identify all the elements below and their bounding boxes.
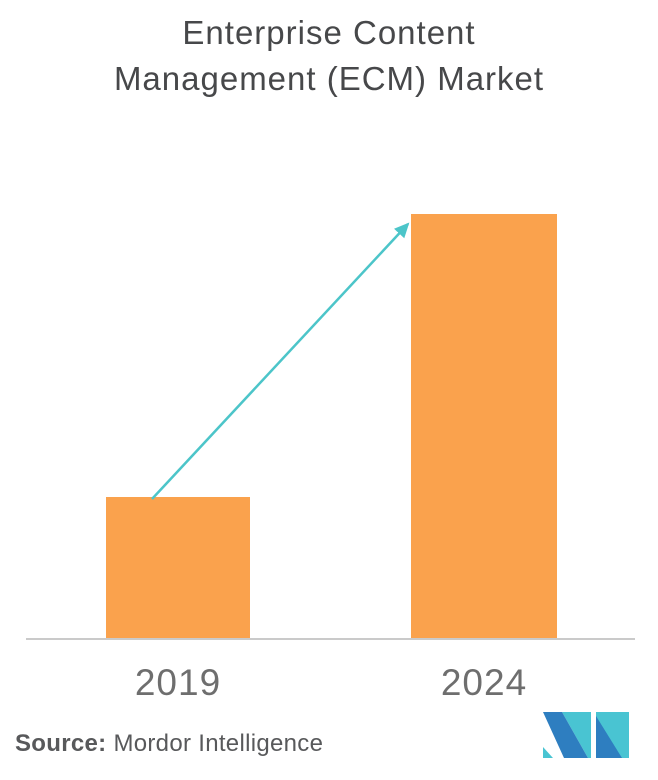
source-line: Source: Mordor Intelligence (15, 730, 323, 758)
logo-blue-stroke (543, 712, 588, 758)
source-value: Mordor Intelligence (113, 730, 324, 757)
bar-2024 (411, 214, 557, 639)
x-axis-label-2019: 2019 (134, 662, 222, 703)
arrow-line (151, 222, 410, 500)
mordor-intelligence-logo (543, 712, 629, 758)
logo-teal-wedge (562, 712, 591, 758)
logo-teal-corner (543, 747, 553, 758)
x-axis-label-2024: 2024 (440, 662, 528, 703)
source-label: Source: (15, 730, 107, 757)
x-axis-line (26, 638, 635, 640)
logo-blue-triangle (596, 716, 622, 758)
bar-2019 (106, 497, 250, 639)
chart-title-line1: Enterprise Content (182, 14, 476, 51)
chart-title: Enterprise Content Management (ECM) Mark… (0, 10, 658, 102)
chart-title-line2: Management (ECM) Market (113, 60, 545, 97)
